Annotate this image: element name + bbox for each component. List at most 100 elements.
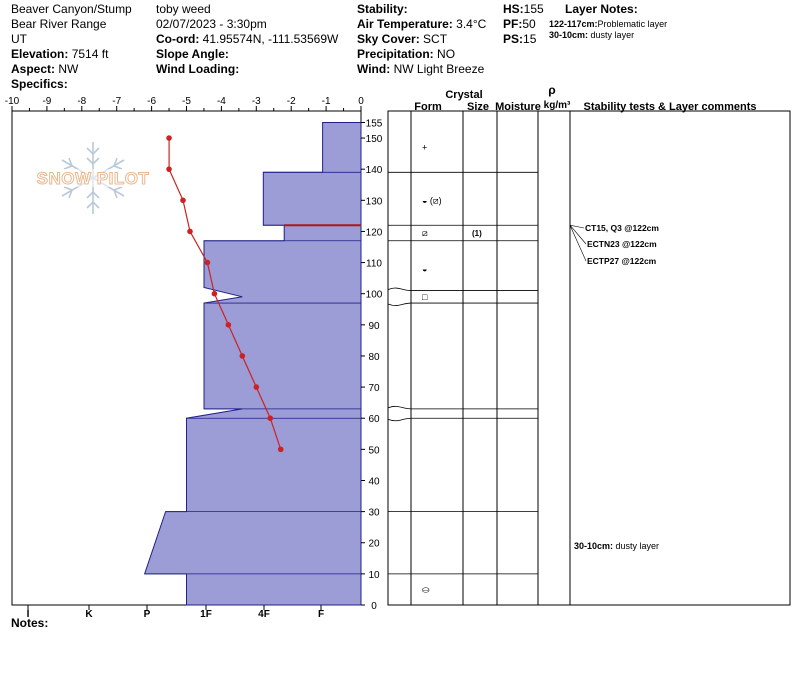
pf-row: PF:50 bbox=[503, 17, 544, 32]
notes-label: Notes: bbox=[11, 616, 49, 630]
depth-tick-label-14: 140 bbox=[366, 165, 383, 176]
temperature-point-8 bbox=[253, 384, 260, 390]
depth-tick-label-16: 155 bbox=[366, 118, 383, 129]
crystal-form-0: + bbox=[422, 142, 427, 152]
depth-tick-label-9: 90 bbox=[368, 321, 380, 332]
wind-loading-row: Wind Loading: bbox=[156, 62, 338, 77]
temp-tick-label-3: -7 bbox=[112, 96, 121, 107]
layer-table-rows: + ◒ (⧄) ⧄ (1) ◒ □ ⛀ CT15, Q3 @122cm ECTN23 @122c… bbox=[387, 142, 659, 594]
air-temp-row: Air Temperature: 3.4°C bbox=[357, 17, 486, 32]
table-flare-4 bbox=[387, 287, 412, 291]
ps-row: PS:15 bbox=[503, 32, 544, 47]
depth-tick-label-3: 30 bbox=[368, 508, 380, 519]
depth-tick-label-12: 120 bbox=[366, 227, 383, 238]
stability-test-leader-2 bbox=[569, 225, 587, 262]
coord-value: 41.95574N, -111.53569W bbox=[202, 32, 339, 46]
hardness-area bbox=[143, 122, 362, 606]
temp-tick-label-1: -9 bbox=[42, 96, 51, 107]
depth-tick-label-13: 130 bbox=[366, 196, 383, 207]
temp-tick-label-5: -5 bbox=[182, 96, 191, 107]
precip-value: NO bbox=[437, 47, 456, 61]
depth-tick-label-0: 0 bbox=[371, 601, 377, 612]
crystal-form-5: ⛀ bbox=[422, 584, 430, 594]
depth-tick-label-7: 70 bbox=[368, 383, 380, 394]
stability-test-1: ECTN23 @122cm bbox=[587, 239, 657, 249]
layer-note-1: 122-117cm:Problematic layer bbox=[549, 19, 668, 29]
table-flare-6 bbox=[387, 405, 412, 410]
layer-table: Crystal Form Size Moisture ρ kg/m³ Stabi… bbox=[387, 83, 791, 606]
aspect-row: Aspect: NW bbox=[11, 62, 132, 77]
location-name: Beaver Canyon/Stump bbox=[11, 2, 132, 16]
depth-tick-label-5: 50 bbox=[368, 445, 380, 456]
temperature-axis: -10 -9 -8 -7 -6 -5 -4 -3 -2 -1 0 bbox=[5, 96, 364, 111]
temperature-point-2 bbox=[180, 197, 186, 204]
temp-tick-label-7: -3 bbox=[252, 96, 261, 107]
range-name: Bear River Range bbox=[11, 17, 107, 31]
rho-header: ρ bbox=[548, 83, 555, 97]
stability-test-2: ECTP27 @122cm bbox=[587, 256, 657, 266]
layer-note-2: 30-10cm: dusty layer bbox=[549, 30, 635, 40]
slope-row: Slope Angle: bbox=[156, 47, 338, 62]
specifics-row: Specifics: bbox=[11, 77, 132, 92]
sky-label: Sky Cover: bbox=[357, 32, 420, 46]
depth-tick-label-11: 110 bbox=[366, 259, 382, 270]
stability-test-leader-0 bbox=[569, 224, 585, 229]
table-flare-5 bbox=[387, 302, 412, 306]
hardness-tick-label-4: 4F bbox=[258, 609, 270, 620]
layer-comment-0: 30-10cm: dusty layer bbox=[574, 541, 659, 551]
hardness-tick-label-1: K bbox=[85, 609, 93, 620]
observer-name: toby weed bbox=[156, 2, 211, 16]
size-header: Size bbox=[467, 101, 489, 113]
header-observer-block: toby weed 02/07/2023 - 3:30pm Co-ord: 41… bbox=[156, 2, 338, 77]
crystal-form-2: ⧄ bbox=[422, 228, 428, 238]
temperature-point-4 bbox=[204, 259, 211, 266]
temp-tick-label-10: 0 bbox=[358, 96, 364, 107]
snowpilot-watermark: SNOW PILOT bbox=[33, 142, 153, 214]
temperature-point-1 bbox=[166, 166, 172, 172]
stability-test-0: CT15, Q3 @122cm bbox=[585, 223, 659, 233]
hardness-axis: I K P 1F 4F F bbox=[27, 605, 324, 620]
aspect-value: NW bbox=[58, 62, 79, 76]
depth-tick-label-4: 40 bbox=[368, 476, 380, 487]
stability-row: Stability: bbox=[357, 2, 486, 17]
observation-datetime: 02/07/2023 - 3:30pm bbox=[156, 17, 267, 31]
header-weather-block: Stability: Air Temperature: 3.4°C Sky Co… bbox=[357, 2, 486, 77]
precip-label: Precipitation: bbox=[357, 47, 434, 61]
wind-value: NW Light Breeze bbox=[393, 62, 485, 76]
sky-row: Sky Cover: SCT bbox=[357, 32, 486, 47]
comments-header: Stability tests & Layer comments bbox=[583, 101, 756, 113]
temperature-point-0 bbox=[166, 135, 172, 141]
temperature-profile bbox=[166, 135, 284, 453]
aspect-label: Aspect: bbox=[11, 62, 56, 76]
depth-tick-label-6: 60 bbox=[368, 414, 380, 425]
temp-tick-label-0: -10 bbox=[5, 96, 20, 107]
wind-label: Wind: bbox=[357, 62, 391, 76]
depth-axis: 0 10 20 30 40 50 60 70 80 90 100 110 120 130 140 150 155 bbox=[361, 118, 383, 612]
hardness-tick-label-2: P bbox=[144, 609, 151, 620]
temp-tick-label-2: -8 bbox=[77, 96, 86, 107]
temp-tick-label-9: -1 bbox=[322, 96, 331, 107]
moisture-header: Moisture bbox=[495, 101, 541, 113]
hs-row: HS:155 bbox=[503, 2, 544, 17]
wind-loading-label: Wind Loading: bbox=[156, 62, 240, 76]
depth-tick-label-2: 20 bbox=[368, 539, 380, 550]
elevation-row: Elevation: 7514 ft bbox=[11, 47, 132, 62]
header-location-block: Beaver Canyon/Stump Bear River Range UT … bbox=[11, 2, 132, 92]
wind-row: Wind: NW Light Breeze bbox=[357, 62, 486, 77]
hardness-tick-label-3: 1F bbox=[200, 609, 212, 620]
ps-value: 15 bbox=[523, 32, 537, 46]
state-name: UT bbox=[11, 32, 27, 46]
depth-tick-label-10: 100 bbox=[366, 290, 383, 301]
hs-label: HS: bbox=[503, 2, 524, 16]
slope-label: Slope Angle: bbox=[156, 47, 229, 61]
pf-label: PF: bbox=[503, 17, 523, 31]
temperature-point-3 bbox=[187, 228, 193, 235]
temperature-point-10 bbox=[277, 446, 284, 453]
crystal-form-4: □ bbox=[422, 292, 428, 302]
crystal-size-2: (1) bbox=[472, 229, 482, 238]
stability-label: Stability: bbox=[357, 2, 408, 16]
precip-row: Precipitation: NO bbox=[357, 47, 486, 62]
header-snowpack-block: HS:155 PF:50 PS:15 bbox=[503, 2, 544, 47]
temperature-point-6 bbox=[225, 322, 232, 328]
